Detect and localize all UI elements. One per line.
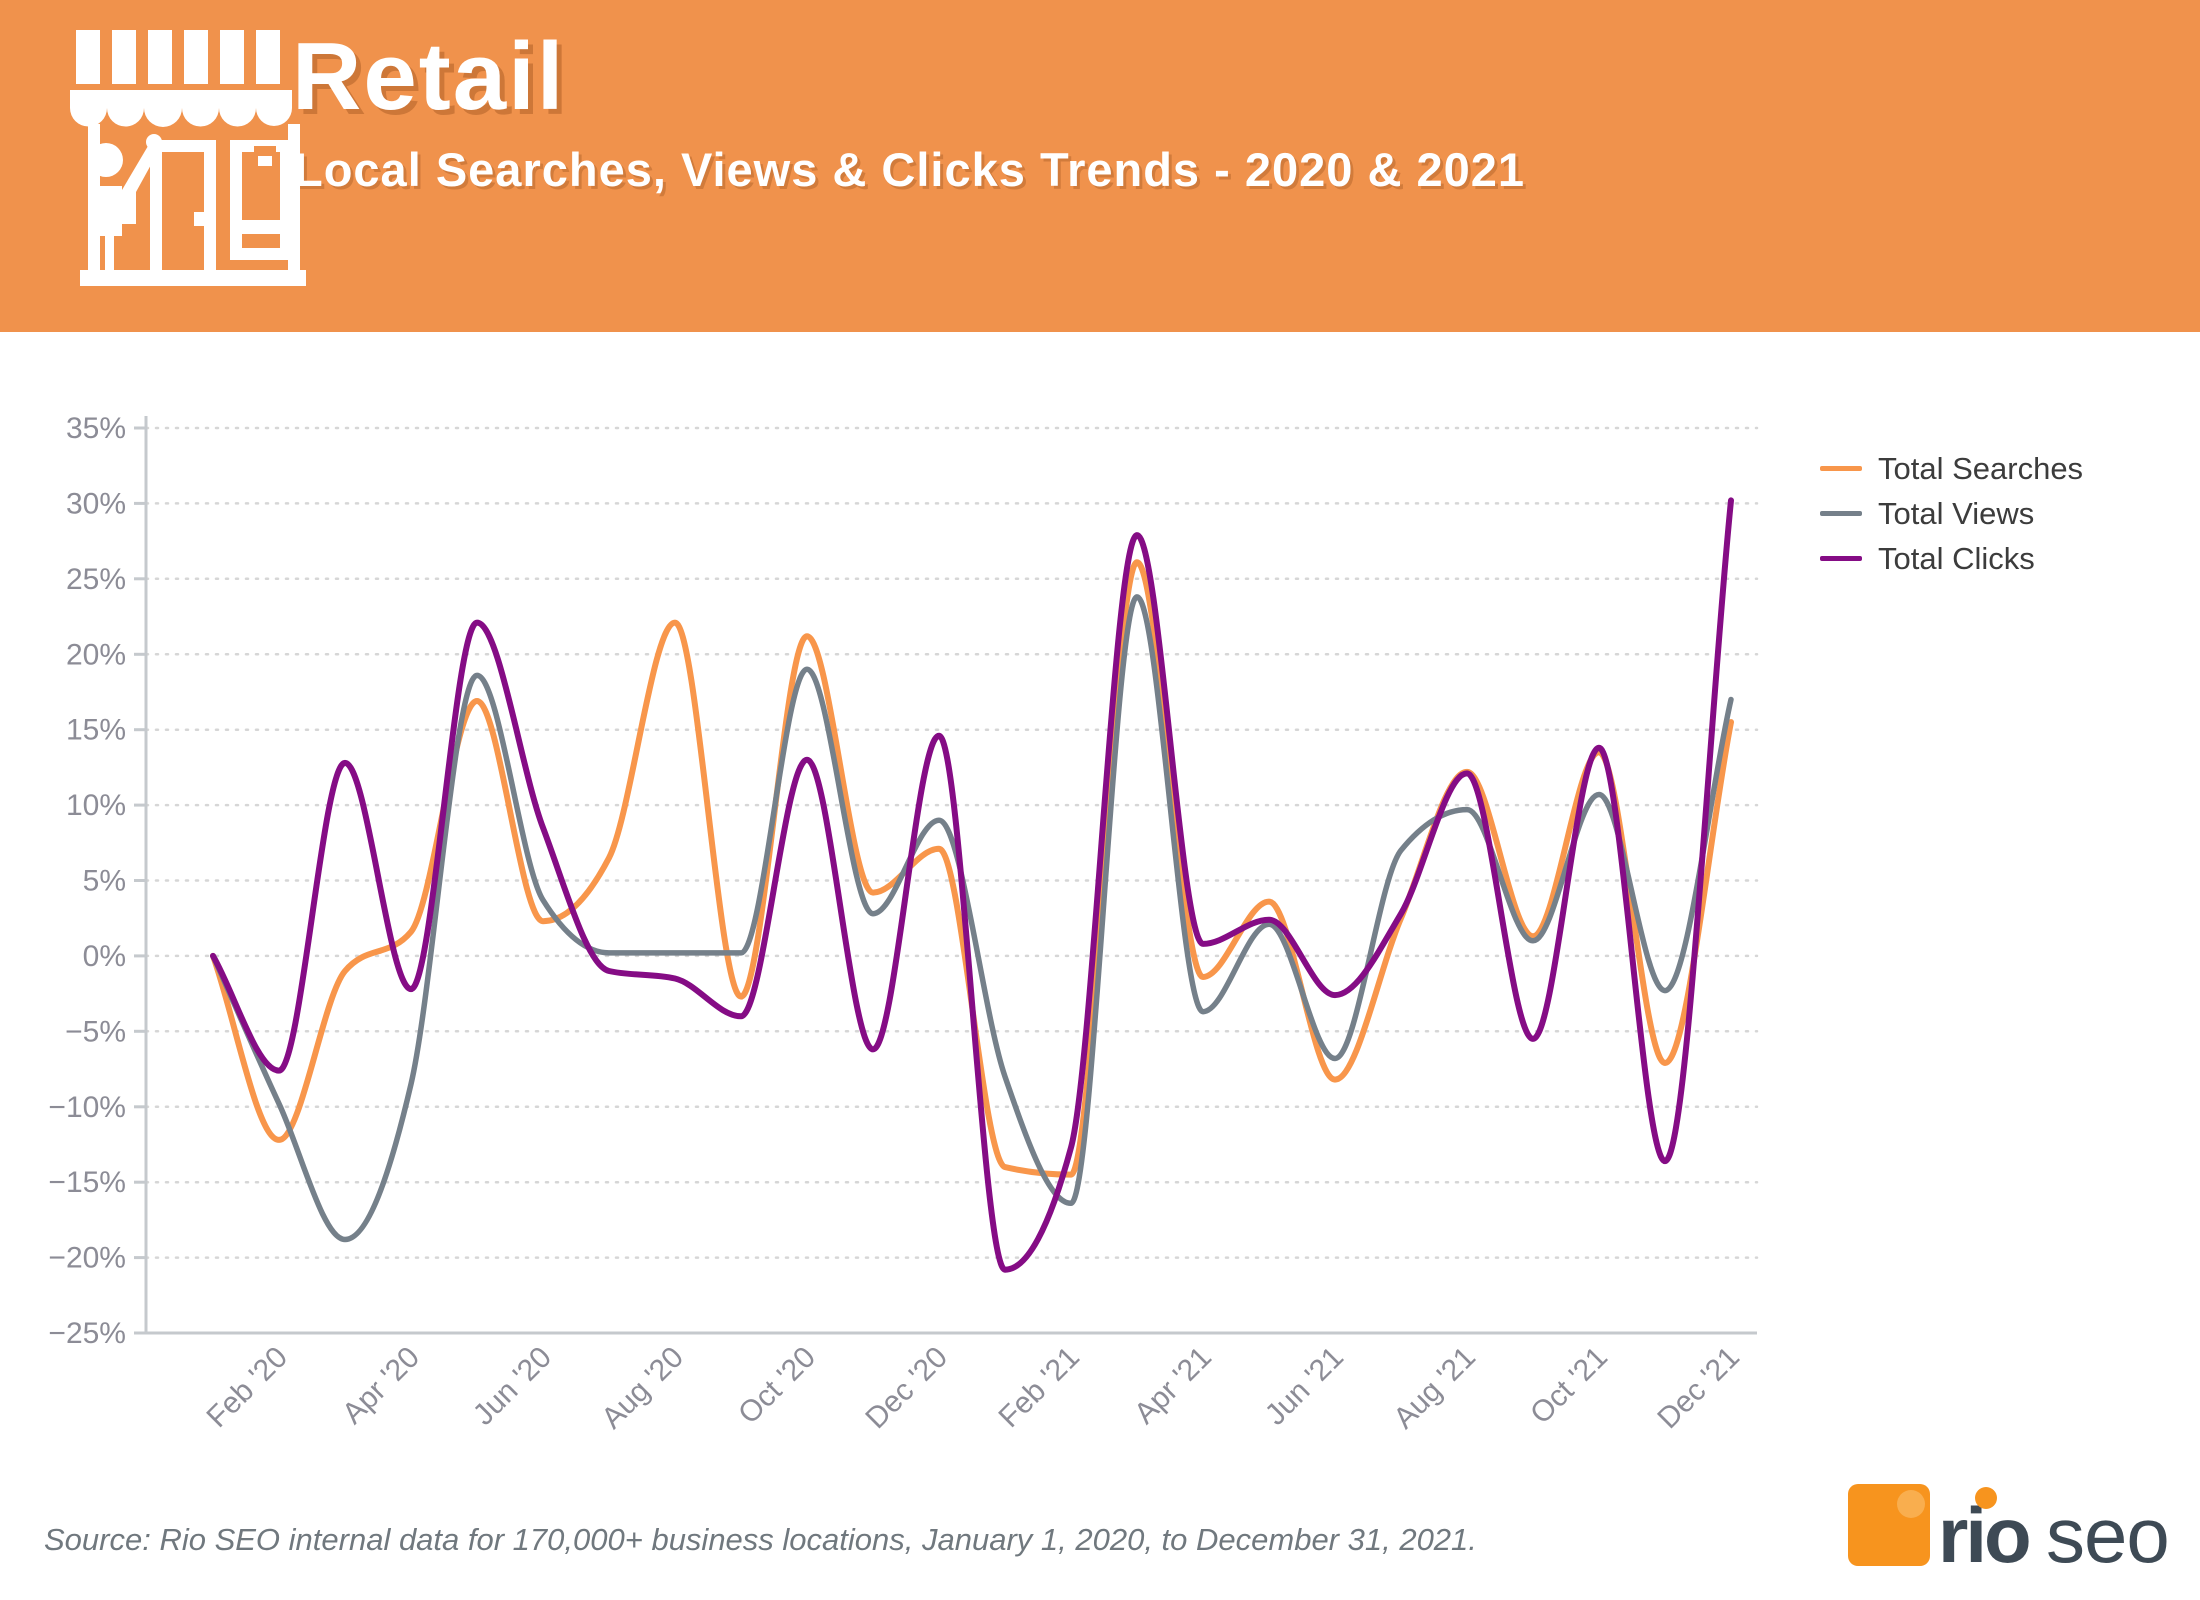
logo-square-dot [1897, 1490, 1925, 1518]
x-axis-tick-label: Oct '20 [732, 1341, 822, 1431]
legend-label-total-searches: Total Searches [1878, 450, 2084, 486]
source-note: Source: Rio SEO internal data for 170,00… [44, 1522, 1477, 1557]
y-axis-tick-label: −5% [65, 1015, 126, 1048]
y-axis-tick-label: 30% [66, 487, 126, 520]
x-axis-tick-label: Jun '20 [467, 1341, 558, 1432]
legend-swatch-total-searches [1820, 466, 1862, 471]
x-axis-tick-label: Aug '21 [1387, 1341, 1482, 1436]
legend-label-total-views: Total Views [1878, 495, 2035, 531]
x-axis-labels: Feb '20 Apr '20 Jun '20 Aug '20 Oct '20 Dec '… [201, 1341, 1746, 1436]
y-axis-tick-label: 25% [66, 563, 126, 596]
y-axis-labels: 35% 30% 25% 20% 15% 10% 5% 0% −5% −10% −15% −20% −25… [48, 412, 126, 1350]
logo-text-seo: seo [2046, 1491, 2169, 1579]
header-banner: Retail Local Searches, Views & Clicks Tr… [0, 0, 2200, 332]
rio-seo-logo: rio seo [1848, 1484, 2170, 1579]
y-axis-tick-label: 35% [66, 412, 126, 445]
storefront-icon [70, 30, 306, 286]
legend-swatch-total-clicks [1820, 556, 1862, 561]
x-axis-tick-label: Jun '21 [1259, 1341, 1350, 1432]
axes [134, 416, 1757, 1335]
y-axis-tick-label: −15% [48, 1166, 126, 1199]
page-title: Retail [292, 23, 566, 130]
x-axis-tick-label: Dec '20 [859, 1341, 954, 1436]
x-axis-tick-label: Apr '21 [1128, 1341, 1218, 1431]
x-axis-tick-label: Feb '21 [993, 1341, 1086, 1434]
y-axis-tick-label: 5% [83, 865, 126, 898]
y-axis-tick-label: 10% [66, 789, 126, 822]
series-lines [210, 497, 1734, 1273]
x-axis-tick-label: Feb '20 [201, 1341, 294, 1434]
y-axis-tick-label: 0% [83, 940, 126, 973]
legend-swatch-total-views [1820, 511, 1862, 516]
legend-item-total-clicks: Total Clicks [1820, 536, 2083, 581]
series-line-total-searches [210, 559, 1734, 1178]
y-axis-tick-label: −10% [48, 1091, 126, 1124]
logo-i-dot [1975, 1487, 1997, 1509]
legend-item-total-searches: Total Searches [1820, 446, 2083, 491]
x-axis-tick-label: Apr '20 [336, 1341, 426, 1431]
legend-label-total-clicks: Total Clicks [1878, 540, 2035, 576]
x-axis-tick-label: Dec '21 [1651, 1341, 1746, 1436]
y-axis-tick-label: 15% [66, 714, 126, 747]
y-axis-tick-label: −20% [48, 1242, 126, 1275]
x-axis-tick-label: Aug '20 [595, 1341, 690, 1436]
series-line-total-clicks [210, 497, 1734, 1273]
x-axis-tick-label: Oct '21 [1524, 1341, 1614, 1431]
y-axis-tick-label: −25% [48, 1317, 126, 1350]
legend-item-total-views: Total Views [1820, 491, 2083, 536]
page-subtitle: Local Searches, Views & Clicks Trends - … [294, 143, 1526, 196]
y-axis-tick-label: 20% [66, 638, 126, 671]
legend: Total Searches Total Views Total Clicks [1820, 446, 2083, 581]
